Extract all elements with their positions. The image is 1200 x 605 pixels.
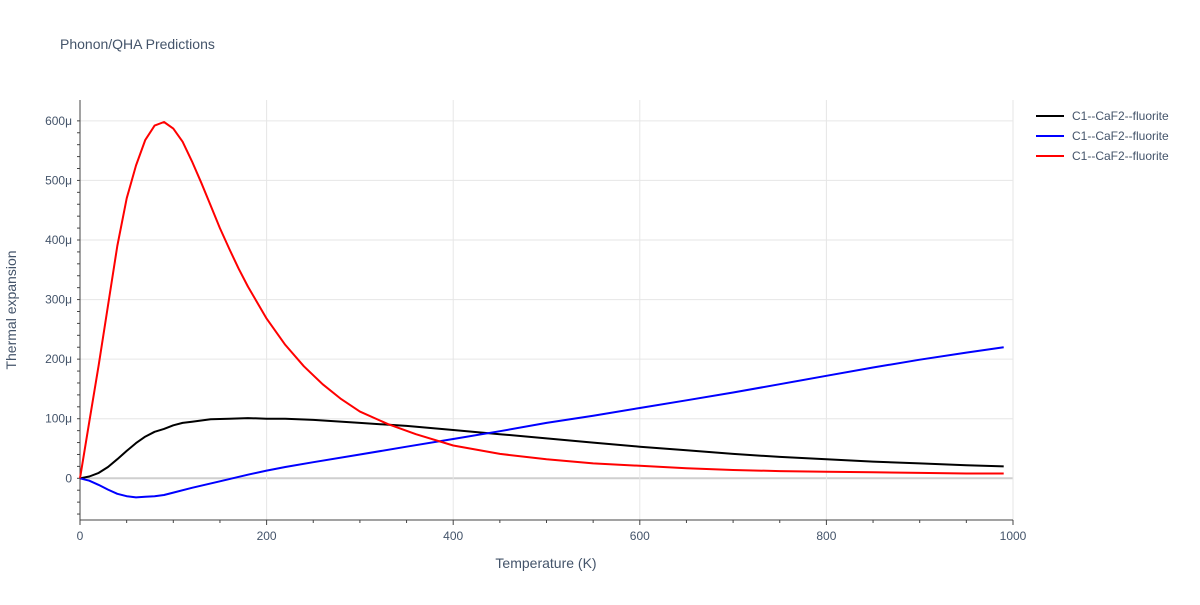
- y-tick-label: 200μ: [45, 352, 72, 366]
- legend-label: C1--CaF2--fluorite: [1072, 149, 1169, 163]
- series-layer: [79, 121, 1004, 499]
- series-line-1: [79, 417, 1004, 480]
- y-tick-label: 300μ: [45, 293, 72, 307]
- legend-item-series-3[interactable]: C1--CaF2--fluorite: [1036, 146, 1196, 166]
- legend-label: C1--CaF2--fluorite: [1072, 109, 1169, 123]
- legend-item-series-2[interactable]: C1--CaF2--fluorite: [1036, 126, 1196, 146]
- grid-layer: [80, 100, 1014, 520]
- legend-item-series-1[interactable]: C1--CaF2--fluorite: [1036, 106, 1196, 126]
- series-line-3: [79, 121, 1004, 479]
- y-tick-label: 100μ: [45, 412, 72, 426]
- series-line-2: [79, 346, 1004, 499]
- x-tick-label: 400: [443, 529, 463, 543]
- chart-title: Phonon/QHA Predictions: [60, 36, 215, 52]
- legend-line-icon: [1036, 155, 1064, 157]
- x-tick-label: 200: [257, 529, 277, 543]
- axes-layer: 0 100μ 200μ 300μ 400μ 500μ 600μ 0 200 400 600 800 10…: [45, 100, 1027, 543]
- y-axis-label: Thermal expansion: [3, 250, 19, 369]
- x-tick-label: 600: [630, 529, 650, 543]
- y-tick-label: 600μ: [45, 114, 72, 128]
- x-axis-label: Temperature (K): [495, 555, 596, 571]
- x-tick-label: 0: [77, 529, 84, 543]
- legend: C1--CaF2--fluorite C1--CaF2--fluorite C1…: [1036, 106, 1196, 166]
- y-tick-label: 0: [65, 471, 72, 485]
- legend-line-icon: [1036, 135, 1064, 137]
- x-tick-label: 800: [816, 529, 836, 543]
- y-tick-label: 500μ: [45, 173, 72, 187]
- legend-line-icon: [1036, 115, 1064, 117]
- legend-label: C1--CaF2--fluorite: [1072, 129, 1169, 143]
- x-tick-label: 1000: [1000, 529, 1027, 543]
- y-tick-label: 400μ: [45, 233, 72, 247]
